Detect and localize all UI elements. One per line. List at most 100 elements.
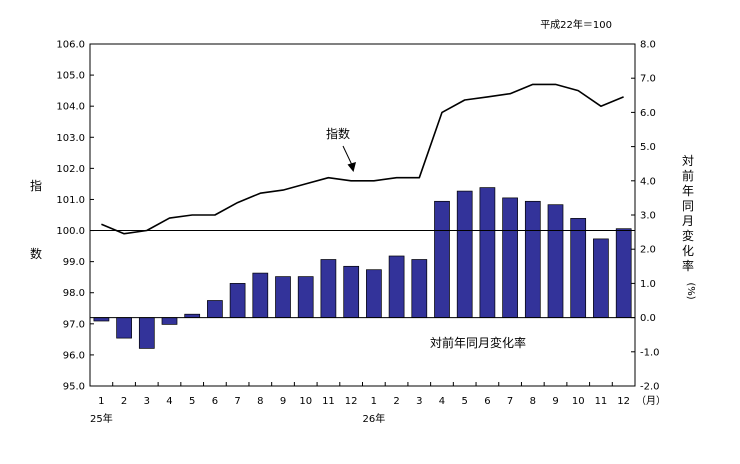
left-tick-label: 105.0 xyxy=(56,71,85,82)
x-tick-label: 8 xyxy=(530,396,536,407)
x-tick-label: 9 xyxy=(552,396,558,407)
x-tick-label: 3 xyxy=(144,396,150,407)
x-tick-label: 12 xyxy=(617,396,630,407)
x-tick-label: 1 xyxy=(371,396,377,407)
bar-9 xyxy=(275,276,291,318)
year-label: 25年 xyxy=(90,412,113,425)
bar-20 xyxy=(524,200,541,318)
left-tick-label: 99.0 xyxy=(63,257,85,268)
bar-3 xyxy=(138,317,155,349)
x-tick-label: 2 xyxy=(121,396,127,407)
x-tick-label: 4 xyxy=(439,396,445,407)
right-tick-label: 1.0 xyxy=(640,279,656,290)
x-tick-label: 11 xyxy=(322,396,335,407)
right-tick-label: 6.0 xyxy=(640,108,656,119)
x-tick-label: 6 xyxy=(484,396,490,407)
right-axis-label-char: 前 xyxy=(682,168,694,183)
right-axis-label-char: 同 xyxy=(682,199,694,213)
line-series-index xyxy=(101,83,624,235)
right-axis-label-unit: (%) xyxy=(685,282,696,299)
bar-21 xyxy=(547,204,564,318)
left-tick-label: 102.0 xyxy=(56,164,85,175)
bar-19 xyxy=(502,197,518,318)
bar-18 xyxy=(479,187,496,318)
x-tick-label: 9 xyxy=(280,396,286,407)
x-tick-label: 4 xyxy=(166,396,172,407)
right-tick-label: 4.0 xyxy=(640,176,656,187)
left-tick-label: 100.0 xyxy=(56,226,85,237)
right-axis-label-char: 月 xyxy=(682,214,694,228)
x-tick-label: 7 xyxy=(234,396,240,407)
right-tick-label: 2.0 xyxy=(640,245,656,256)
right-axis-label-char: 率 xyxy=(682,258,694,273)
bar-14 xyxy=(388,255,405,318)
annotation-index: 指数 xyxy=(326,126,350,141)
right-tick-label: 7.0 xyxy=(640,74,656,85)
x-tick-label: 12 xyxy=(345,396,358,407)
bar-17 xyxy=(456,190,473,318)
right-tick-label: 8.0 xyxy=(640,40,656,51)
x-tick-label: 10 xyxy=(572,396,585,407)
left-tick-label: 95.0 xyxy=(63,382,85,393)
x-tick-label: 1 xyxy=(98,396,104,407)
bar-13 xyxy=(366,269,382,318)
right-tick-label: 3.0 xyxy=(640,211,656,222)
base-note: 平成22年＝100 xyxy=(540,18,612,31)
left-tick-label: 101.0 xyxy=(56,195,85,206)
x-tick-label: 11 xyxy=(595,396,608,407)
x-tick-label: 3 xyxy=(416,396,422,407)
x-tick-label: 5 xyxy=(189,396,195,407)
right-axis-label-char: 変 xyxy=(682,228,694,243)
x-tick-label: 5 xyxy=(462,396,468,407)
x-tick-label: 6 xyxy=(212,396,218,407)
annotation-arrow xyxy=(342,145,353,166)
left-axis-label-2: 数 xyxy=(30,246,42,261)
year-label: 26年 xyxy=(362,412,385,425)
bar-4 xyxy=(161,317,178,325)
bar-5 xyxy=(184,313,201,318)
bar-10 xyxy=(297,276,314,318)
right-tick-label: -2.0 xyxy=(640,382,660,393)
bar-series-yoy-change xyxy=(93,187,632,349)
left-axis-ticks: 95.0 96.0 97.0 98.0 99.0 100.0 101.0 102.0 103.0… xyxy=(56,40,94,393)
bar-22 xyxy=(570,218,587,318)
bar-6 xyxy=(207,300,223,318)
left-tick-label: 97.0 xyxy=(63,319,85,330)
x-axis-unit: （月） xyxy=(636,395,666,407)
x-tick-label: 8 xyxy=(257,396,263,407)
annotation-yoy: 対前年同月変化率 xyxy=(430,335,526,350)
bar-8 xyxy=(252,272,269,318)
bar-12 xyxy=(343,265,360,318)
left-tick-label: 96.0 xyxy=(63,350,85,361)
right-tick-label: -1.0 xyxy=(640,347,660,358)
x-tick-label: 10 xyxy=(299,396,312,407)
right-tick-label: 5.0 xyxy=(640,142,656,153)
right-axis-label-char: 年 xyxy=(682,184,694,198)
bar-7 xyxy=(229,283,246,318)
right-axis-ticks: -2.0 -1.0 0.0 1.0 2.0 3.0 4.0 5.0 6.0 7.0 8.0 xyxy=(631,40,660,393)
bar-24 xyxy=(615,228,632,318)
bar-15 xyxy=(411,259,428,318)
bar-23 xyxy=(593,238,609,318)
reference-line-group xyxy=(90,230,635,319)
x-tick-label: 7 xyxy=(507,396,513,407)
left-tick-label: 106.0 xyxy=(56,40,85,51)
x-axis-ticks: 1 2 3 4 5 6 7 8 9 10 11 12 1 2 3 4 5 6 7 8 9 10 11 12 （月）25年 26年 xyxy=(89,382,666,425)
bar-16 xyxy=(434,200,450,318)
bar-11 xyxy=(320,259,337,318)
left-tick-label: 104.0 xyxy=(56,102,85,113)
right-axis-label-char: 対 xyxy=(682,154,694,168)
right-tick-label: 0.0 xyxy=(640,313,656,324)
index-line xyxy=(101,83,624,235)
left-tick-label: 103.0 xyxy=(56,133,85,144)
left-axis-label-1: 指 xyxy=(30,178,42,193)
right-axis-label-char: 化 xyxy=(682,244,694,258)
left-tick-label: 98.0 xyxy=(63,288,85,299)
bar-2 xyxy=(116,317,132,339)
bar-1 xyxy=(93,317,110,322)
annotation-arrowhead xyxy=(347,162,356,172)
x-tick-label: 2 xyxy=(393,396,399,407)
